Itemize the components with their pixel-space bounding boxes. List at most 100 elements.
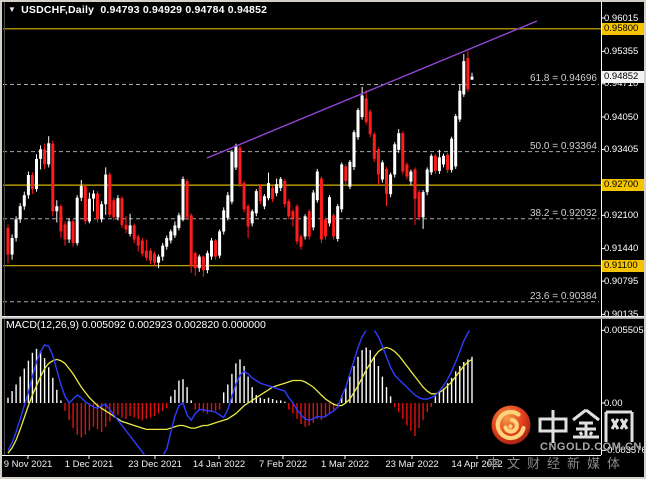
candle-body — [39, 149, 43, 159]
candle-body — [136, 236, 140, 246]
candle-body — [71, 221, 75, 244]
trendline — [206, 20, 538, 159]
candle-body — [124, 224, 128, 230]
window-border-right — [644, 0, 646, 479]
candle-body — [30, 175, 34, 190]
ohlc-values: 0.94793 0.94929 0.94784 0.94852 — [100, 4, 268, 16]
candle-body — [185, 181, 189, 218]
candle-body — [92, 193, 95, 199]
candle-body — [262, 196, 266, 207]
candle-body — [275, 184, 279, 194]
candle-body — [112, 200, 116, 218]
candle-body — [83, 186, 87, 222]
candle-body — [332, 215, 336, 237]
candle-body — [177, 215, 181, 228]
candle-body — [87, 198, 91, 222]
candle-body — [201, 256, 205, 271]
symbol-period-label: USDCHF,Daily — [21, 4, 95, 16]
candle-body — [193, 253, 197, 269]
candle-body — [385, 168, 388, 195]
candle-body — [466, 58, 470, 90]
candle-body — [437, 157, 441, 171]
candle-body — [153, 253, 156, 263]
candle-body — [470, 76, 474, 80]
candle-body — [104, 174, 108, 205]
candle-body — [116, 198, 120, 218]
macd-indicator-label: MACD(12,26,9) 0.005092 0.002923 0.002820… — [6, 319, 266, 331]
candle-body — [161, 245, 165, 257]
candle-body — [303, 216, 307, 237]
candle-body — [307, 211, 311, 237]
candle-body — [47, 143, 51, 165]
candle-body — [319, 178, 323, 240]
candle-body — [222, 210, 226, 232]
candle-body — [287, 201, 291, 217]
candle-body — [63, 224, 67, 240]
candle-body — [173, 225, 177, 236]
candle-body — [299, 236, 303, 247]
candle-body — [348, 161, 352, 187]
candle-body — [291, 211, 295, 219]
candle-body — [356, 110, 360, 138]
candle-body — [401, 133, 405, 172]
candle-body — [417, 192, 421, 218]
candle-body — [250, 211, 254, 224]
candle-body — [393, 144, 397, 175]
candle-body — [165, 238, 169, 247]
candle-body — [340, 164, 344, 210]
candle-body — [258, 186, 262, 202]
candle-body — [157, 256, 161, 263]
candle-body — [279, 179, 283, 189]
candle-body — [360, 95, 364, 118]
candle-body — [14, 219, 18, 238]
candle-body — [214, 240, 218, 257]
candle-body — [6, 227, 10, 255]
candle-body — [271, 188, 275, 200]
candle-body — [389, 174, 393, 195]
candle-body — [311, 192, 315, 228]
candle-body — [169, 231, 173, 241]
pane-divider[interactable] — [2, 316, 644, 319]
candle-body — [409, 171, 413, 182]
candle-body — [413, 169, 417, 199]
candle-body — [132, 225, 136, 240]
candle-body — [450, 138, 454, 170]
candle-body — [246, 206, 250, 227]
candle-body — [324, 219, 327, 237]
collapse-triangle-icon[interactable]: ▼ — [8, 5, 17, 14]
candle-body — [128, 225, 132, 234]
candle-body — [405, 164, 409, 177]
candle-body — [328, 197, 331, 224]
candle-body — [234, 145, 238, 168]
candle-body — [397, 133, 401, 150]
candle-body — [100, 204, 104, 220]
macd-main-line — [7, 330, 471, 455]
candle-body — [205, 253, 209, 271]
candle-body — [254, 191, 258, 214]
candle-body — [108, 174, 112, 215]
candle-body — [462, 61, 466, 95]
candle-body — [295, 206, 299, 242]
candle-body — [352, 132, 356, 167]
candle-body — [22, 195, 26, 207]
candle-body — [181, 179, 185, 220]
candle-body — [454, 116, 458, 167]
window-border-top — [0, 0, 646, 2]
candle-body — [67, 221, 71, 240]
candle-body — [149, 250, 152, 261]
chart-title: ▼ USDCHF,Daily 0.94793 0.94929 0.94784 0.… — [8, 4, 267, 16]
candle-body — [210, 240, 213, 257]
candle-body — [446, 154, 450, 170]
candle-body — [238, 147, 242, 185]
candle-body — [376, 149, 380, 175]
candle-body — [144, 250, 148, 258]
candle-body — [26, 175, 30, 196]
candle-body — [75, 197, 79, 244]
window-border-left — [0, 0, 2, 479]
candle-body — [140, 240, 144, 254]
candle-body — [10, 238, 14, 255]
candle-body — [35, 158, 38, 190]
candle-body — [197, 256, 201, 269]
candle-body — [59, 206, 63, 232]
